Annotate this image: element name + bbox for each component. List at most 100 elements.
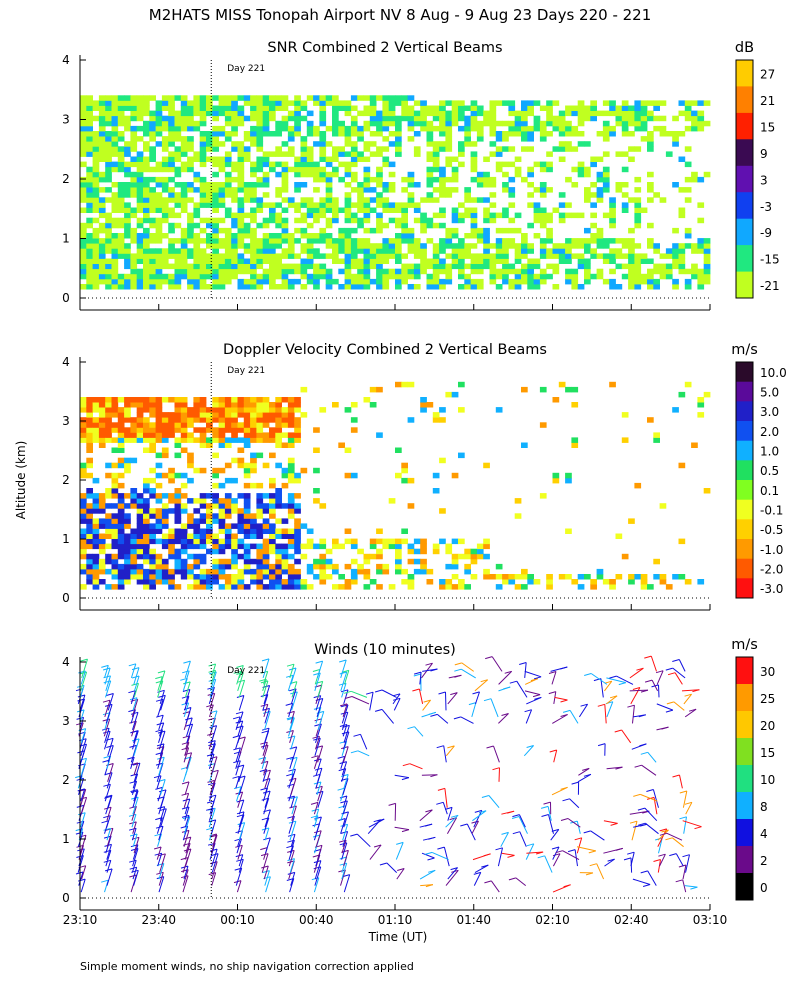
data-cell (180, 258, 188, 264)
data-cell (565, 146, 572, 152)
data-cell (275, 407, 282, 413)
wind-barb (80, 758, 87, 776)
data-cell (224, 95, 232, 101)
data-cell (117, 217, 125, 224)
data-cell (92, 574, 100, 580)
data-cell (256, 161, 264, 168)
data-cell (313, 202, 320, 208)
wind-barb (239, 736, 246, 756)
data-cell (350, 248, 358, 254)
wind-barb (552, 853, 561, 867)
data-cell (609, 222, 616, 229)
data-cell (697, 397, 705, 403)
data-cell (180, 417, 188, 423)
wind-barb (236, 671, 242, 685)
data-cell (231, 548, 238, 555)
data-cell (451, 212, 459, 219)
wind-barb (287, 675, 294, 692)
wind-barb-flag (669, 853, 677, 857)
wind-barb-flag (672, 659, 680, 662)
data-cell (105, 523, 112, 529)
data-cell (136, 563, 144, 570)
data-cell (647, 273, 654, 280)
data-cell (445, 543, 453, 550)
wind-barb-flag (289, 805, 297, 809)
data-cell (395, 543, 402, 550)
data-cell (691, 243, 698, 249)
data-cell (470, 197, 478, 203)
data-cell (86, 503, 93, 509)
wind-barb-flag (655, 670, 664, 674)
wind-barb (264, 790, 271, 808)
data-cell (275, 563, 282, 570)
data-cell (527, 171, 534, 178)
wind-barb-flag (101, 879, 109, 883)
data-cell (206, 568, 213, 575)
data-cell (281, 558, 289, 565)
wind-barb-flag (511, 816, 520, 819)
data-cell (86, 95, 93, 101)
data-cell (117, 498, 125, 504)
wind-barb (419, 869, 436, 880)
colorbar-swatch (736, 381, 753, 402)
data-cell (92, 533, 100, 539)
data-cell (571, 182, 579, 188)
data-cell (262, 192, 270, 198)
data-cell (281, 528, 289, 534)
data-cell (231, 523, 238, 529)
data-cell (439, 248, 446, 254)
data-cell (155, 110, 163, 117)
wind-barb-flag (661, 829, 669, 833)
data-cell (344, 248, 352, 254)
data-cell (218, 253, 226, 259)
wind-barb (80, 671, 88, 692)
wind-barb-flag (185, 723, 193, 727)
data-cell (678, 212, 686, 219)
data-cell (98, 568, 106, 575)
data-cell (250, 452, 257, 459)
data-cell (294, 437, 301, 443)
data-cell (628, 197, 635, 203)
wind-barb (133, 789, 138, 802)
wind-barb-flag (638, 714, 646, 718)
data-cell (143, 207, 150, 213)
data-cell (350, 161, 358, 168)
data-cell (193, 407, 201, 413)
data-cell (502, 258, 509, 264)
data-cell (571, 166, 579, 173)
data-cell (306, 568, 314, 575)
data-cell (98, 176, 106, 183)
colorbar-label: 21 (760, 94, 775, 108)
data-cell (250, 171, 257, 178)
data-cell (508, 217, 516, 224)
wind-barb (131, 699, 139, 718)
data-cell (571, 386, 579, 393)
wind-barb (419, 809, 433, 822)
wind-barb (343, 874, 351, 893)
wind-barb (104, 665, 109, 679)
data-cell (250, 284, 257, 290)
data-cell (224, 574, 232, 580)
data-cell (136, 284, 144, 290)
data-cell (250, 278, 257, 285)
data-cell (634, 278, 642, 285)
data-cell (350, 141, 358, 147)
data-cell (256, 513, 264, 519)
wind-barb (461, 662, 474, 672)
data-cell (464, 105, 471, 111)
wind-barb-flag (567, 849, 576, 853)
data-cell (174, 263, 182, 270)
data-cell (218, 422, 226, 428)
data-cell (212, 437, 219, 443)
wind-barb (290, 688, 297, 705)
data-cell (117, 161, 125, 168)
data-cell (401, 528, 408, 534)
data-cell (143, 574, 150, 580)
data-cell (243, 442, 251, 448)
data-cell (168, 422, 175, 428)
data-cell (382, 238, 390, 244)
data-cell (105, 417, 112, 423)
wind-barb-flag (665, 709, 674, 713)
data-cell (136, 498, 144, 504)
data-cell (502, 131, 509, 137)
